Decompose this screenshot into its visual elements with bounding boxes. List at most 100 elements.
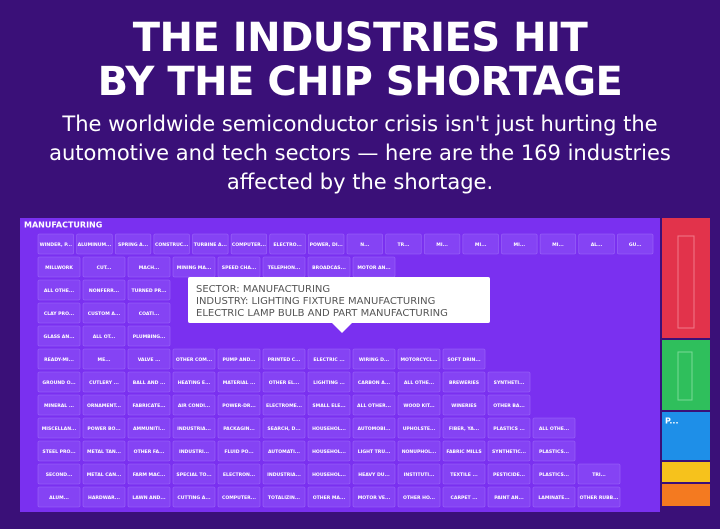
treemap-cell[interactable] [397, 348, 441, 370]
treemap-cell[interactable] [307, 486, 351, 508]
treemap-cell[interactable] [127, 348, 171, 370]
treemap-cell[interactable] [397, 440, 441, 462]
treemap-cell[interactable] [262, 417, 306, 439]
treemap-cell[interactable] [37, 302, 81, 324]
treemap-cell[interactable] [217, 417, 261, 439]
treemap-cell[interactable] [217, 463, 261, 485]
treemap-cell[interactable] [37, 279, 81, 301]
treemap-cell[interactable] [217, 486, 261, 508]
treemap-cell[interactable] [217, 394, 261, 416]
treemap-cell[interactable] [82, 371, 126, 393]
treemap-cell[interactable] [307, 394, 351, 416]
treemap-cell[interactable] [76, 233, 113, 255]
treemap-cell[interactable] [82, 417, 126, 439]
treemap-cell[interactable] [217, 348, 261, 370]
treemap-cell[interactable] [352, 486, 396, 508]
treemap-cell[interactable] [127, 394, 171, 416]
treemap-cell[interactable] [172, 440, 216, 462]
treemap-cell[interactable] [352, 440, 396, 462]
treemap-cell[interactable] [127, 279, 171, 301]
treemap-cell[interactable] [37, 325, 81, 347]
treemap-cell[interactable] [442, 486, 486, 508]
treemap-cell[interactable] [442, 417, 486, 439]
treemap-cell[interactable] [385, 233, 422, 255]
treemap-cell[interactable] [82, 440, 126, 462]
treemap-cell[interactable] [352, 463, 396, 485]
treemap-cell[interactable] [539, 233, 577, 255]
treemap-cell[interactable] [352, 371, 396, 393]
treemap-cell[interactable] [532, 440, 576, 462]
treemap-cell[interactable] [127, 486, 171, 508]
treemap-cell[interactable] [82, 348, 126, 370]
treemap-cell[interactable] [127, 371, 171, 393]
treemap-cell[interactable] [172, 371, 216, 393]
treemap-cell[interactable] [442, 440, 486, 462]
treemap-cell[interactable] [127, 463, 171, 485]
treemap-cell[interactable] [262, 440, 306, 462]
treemap-cell[interactable] [262, 371, 306, 393]
sector-block[interactable] [662, 462, 710, 482]
treemap-cell[interactable] [82, 486, 126, 508]
treemap-cell[interactable] [577, 486, 621, 508]
treemap-cell[interactable] [346, 233, 383, 255]
treemap-cell[interactable] [578, 233, 615, 255]
treemap-cell[interactable] [352, 417, 396, 439]
treemap-cell[interactable] [307, 463, 351, 485]
treemap-cell[interactable] [487, 440, 531, 462]
treemap-cell[interactable] [37, 486, 81, 508]
treemap-cell[interactable] [532, 417, 576, 439]
treemap-cell[interactable] [487, 463, 531, 485]
sector-block[interactable] [662, 484, 710, 506]
treemap-cell[interactable] [127, 417, 171, 439]
treemap-cell[interactable] [501, 233, 538, 255]
treemap-cell[interactable] [352, 394, 396, 416]
treemap-cell[interactable] [397, 394, 441, 416]
treemap-cell[interactable] [37, 233, 74, 255]
treemap-cell[interactable] [172, 463, 216, 485]
treemap-cell[interactable] [487, 486, 531, 508]
treemap-cell[interactable] [532, 486, 576, 508]
treemap-cell[interactable] [82, 279, 126, 301]
treemap-cell[interactable] [127, 325, 171, 347]
treemap-cell[interactable] [127, 302, 171, 324]
treemap-cell[interactable] [262, 463, 306, 485]
treemap-cell[interactable] [37, 394, 81, 416]
treemap-cell[interactable] [397, 417, 441, 439]
treemap-cell[interactable] [82, 463, 126, 485]
treemap-cell[interactable] [172, 394, 216, 416]
treemap-cell[interactable] [487, 371, 531, 393]
treemap-cell[interactable] [442, 371, 486, 393]
treemap-cell[interactable] [487, 394, 531, 416]
treemap-cell[interactable] [230, 233, 268, 255]
treemap-cell[interactable] [269, 233, 306, 255]
treemap-cell[interactable] [262, 348, 306, 370]
treemap-cell[interactable] [307, 371, 351, 393]
treemap-cell[interactable] [423, 233, 461, 255]
treemap-cell[interactable] [153, 233, 190, 255]
treemap-cell[interactable] [262, 394, 306, 416]
treemap-cell[interactable] [37, 348, 81, 370]
treemap-cell[interactable] [307, 348, 351, 370]
treemap-cell[interactable] [462, 233, 499, 255]
treemap-cell[interactable] [82, 256, 126, 278]
treemap-cell[interactable] [37, 440, 81, 462]
treemap-cell[interactable] [37, 371, 81, 393]
treemap-cell[interactable] [172, 486, 216, 508]
treemap-cell[interactable] [397, 463, 441, 485]
treemap-cell[interactable] [442, 348, 486, 370]
treemap-cell[interactable] [82, 325, 126, 347]
treemap-cell[interactable] [217, 371, 261, 393]
treemap-cell[interactable] [192, 233, 229, 255]
treemap-cell[interactable] [308, 233, 345, 255]
treemap-cell[interactable] [127, 256, 171, 278]
treemap-cell[interactable] [172, 348, 216, 370]
treemap-cell[interactable] [217, 440, 261, 462]
treemap-cell[interactable] [307, 440, 351, 462]
treemap-cell[interactable] [37, 417, 81, 439]
treemap-cell[interactable] [532, 463, 576, 485]
treemap-cell[interactable] [397, 486, 441, 508]
treemap-cell[interactable] [37, 463, 81, 485]
treemap-cell[interactable] [487, 417, 531, 439]
treemap-cell[interactable] [172, 417, 216, 439]
treemap-cell[interactable] [397, 371, 441, 393]
